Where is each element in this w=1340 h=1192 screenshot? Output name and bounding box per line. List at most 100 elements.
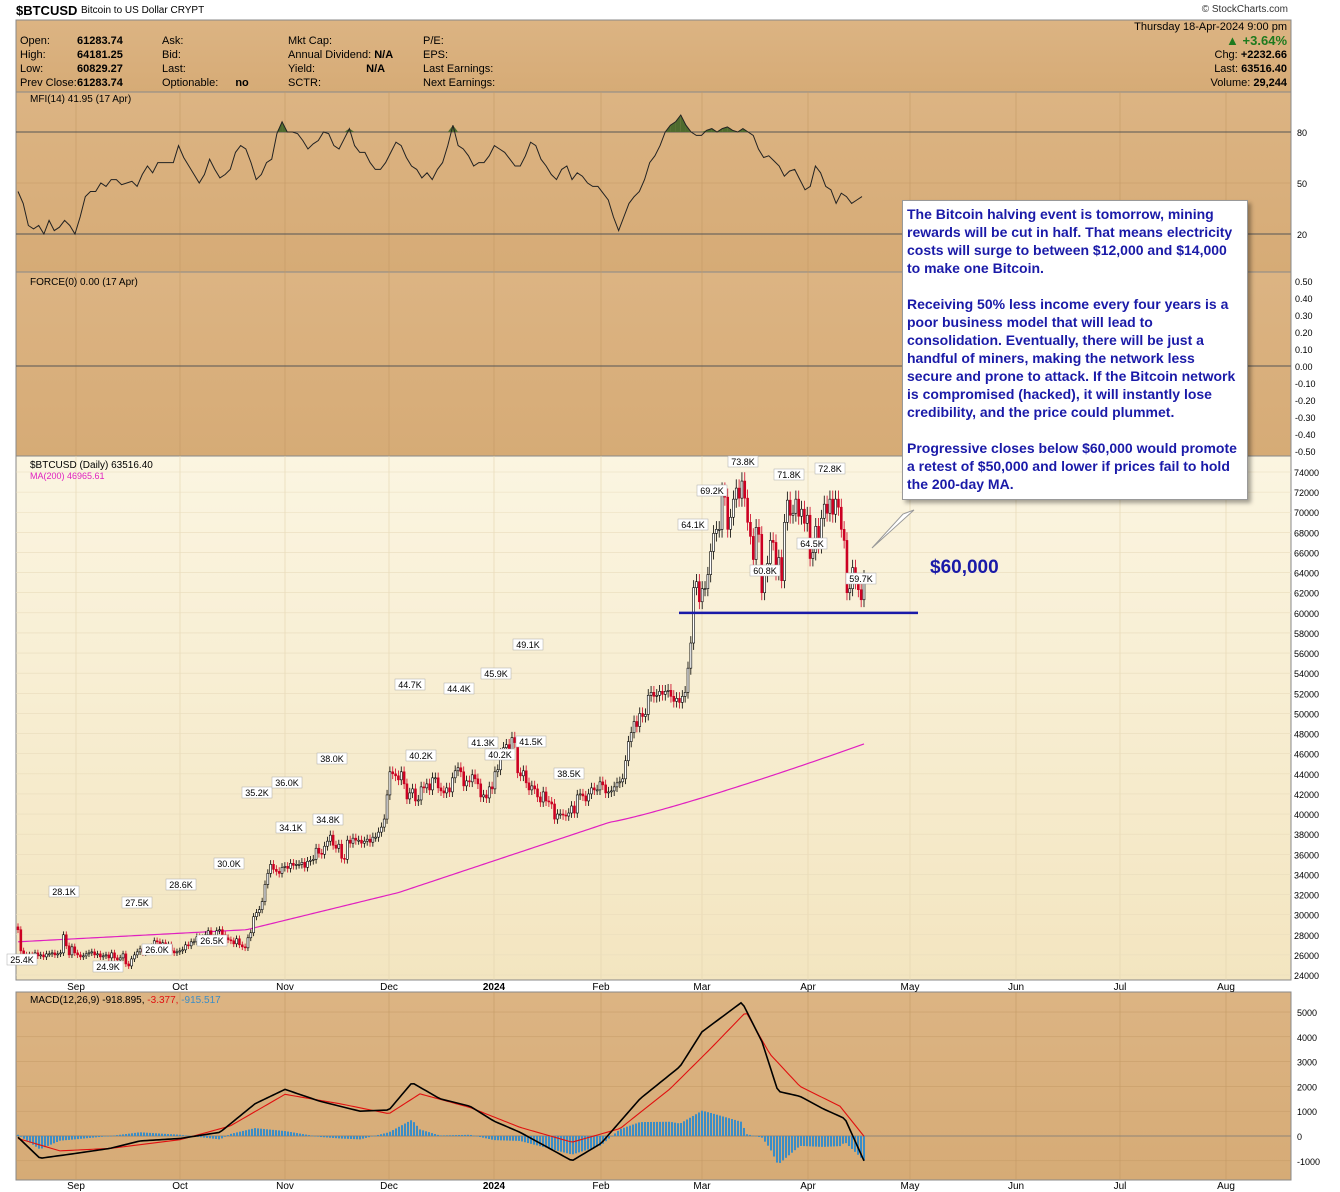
- macd-hist-bar: [680, 1123, 682, 1136]
- candle: [269, 864, 272, 874]
- candle: [252, 916, 255, 934]
- price-label-box: [121, 896, 153, 909]
- candle: [275, 869, 278, 872]
- candle: [743, 480, 747, 499]
- candle: [439, 787, 443, 792]
- macd-hist-bar: [818, 1136, 820, 1147]
- candle: [306, 861, 309, 868]
- candle: [808, 514, 812, 559]
- macd-hist-bar: [458, 1135, 460, 1136]
- candle: [377, 831, 380, 838]
- macd-hist-bar: [146, 1132, 148, 1136]
- price-y-tick: 40000: [1294, 810, 1319, 820]
- x-tick-label: Mar: [693, 982, 711, 993]
- candle: [459, 767, 463, 773]
- candle: [19, 929, 23, 952]
- candle: [311, 859, 315, 861]
- candle: [93, 951, 96, 956]
- candle: [340, 843, 343, 859]
- macd-hist-bar: [149, 1132, 151, 1136]
- candle: [16, 926, 20, 931]
- candle: [564, 814, 568, 817]
- macd-hist-bar: [644, 1122, 646, 1136]
- price-label-box: [512, 638, 544, 651]
- candle: [641, 713, 644, 717]
- macd-hist-bar: [359, 1136, 361, 1140]
- macd-hist-bar: [500, 1136, 502, 1141]
- macd-hist-bar: [560, 1136, 562, 1152]
- macd-title-signal: -3.377,: [147, 995, 178, 1006]
- price-label-box: [467, 736, 499, 749]
- candle: [749, 521, 752, 537]
- macd-hist-bar: [671, 1122, 673, 1136]
- candle: [226, 937, 230, 941]
- macd-hist-bar: [527, 1136, 529, 1144]
- candle: [155, 940, 159, 943]
- candle: [303, 862, 307, 868]
- candle: [428, 783, 431, 791]
- macd-hist-bar: [731, 1119, 733, 1136]
- price-label: 26.5K: [200, 936, 224, 946]
- price-label: 28.1K: [52, 887, 76, 897]
- macd-hist-bar: [608, 1136, 610, 1139]
- macd-hist-bar: [797, 1136, 799, 1148]
- candle: [610, 790, 613, 793]
- callout-pointer: [871, 509, 915, 549]
- candle: [314, 847, 318, 860]
- candle: [479, 783, 483, 798]
- macd-hist-bar: [425, 1131, 427, 1136]
- mfi-y-tick: 20: [1297, 230, 1307, 240]
- macd-hist-bar: [251, 1128, 253, 1136]
- macd-title: MACD(12,26,9) -918.895, -3.377, -915.517: [30, 995, 221, 1006]
- candle: [431, 777, 434, 791]
- stockcharts-logo[interactable]: © StockCharts.com: [1201, 4, 1288, 15]
- macd-hist-bar: [572, 1136, 574, 1155]
- candle: [368, 838, 372, 843]
- macd-hist-bar: [293, 1132, 295, 1136]
- macd-hist-bar: [119, 1134, 121, 1136]
- candle: [391, 771, 395, 775]
- macd-hist-bar: [713, 1113, 715, 1136]
- macd-hist-bar: [743, 1127, 745, 1136]
- candle: [485, 794, 488, 799]
- candle: [672, 696, 676, 702]
- macd-hist-bar: [809, 1136, 811, 1147]
- macd-hist-bar: [683, 1121, 685, 1136]
- macd-hist-bar: [602, 1136, 604, 1144]
- price-y-tick: 46000: [1294, 750, 1319, 760]
- price-y-tick: 32000: [1294, 891, 1319, 901]
- candle: [266, 873, 270, 885]
- x-tick-label: Jul: [1114, 982, 1127, 993]
- price-label: 26.0K: [145, 945, 169, 955]
- macd-hist-bar: [740, 1121, 742, 1136]
- header-panel: [15, 19, 1292, 93]
- macd-hist-bar: [212, 1136, 214, 1139]
- candle: [797, 498, 800, 517]
- macd-hist-bar: [56, 1136, 58, 1142]
- x-tick-label: 2024: [483, 982, 506, 993]
- candle: [371, 836, 375, 843]
- price-label-box: [275, 821, 307, 834]
- price-label-box: [749, 564, 781, 577]
- candle: [87, 952, 91, 955]
- candle: [453, 770, 457, 779]
- price-label: 49.1K: [516, 640, 540, 650]
- macd-hist-bar: [836, 1136, 838, 1147]
- macd-hist-bar: [431, 1133, 433, 1136]
- candle: [64, 934, 68, 947]
- macd-hist-bar: [269, 1129, 271, 1136]
- candle: [601, 781, 605, 786]
- macd-hist-bar: [761, 1136, 763, 1138]
- candle: [76, 952, 79, 956]
- candle: [618, 781, 622, 784]
- macd-hist-bar: [467, 1134, 469, 1136]
- price-y-tick: 36000: [1294, 850, 1319, 860]
- candle: [334, 844, 338, 849]
- candle: [255, 912, 258, 917]
- macd-hist-bar: [833, 1136, 835, 1147]
- candle: [101, 955, 105, 958]
- candle: [717, 529, 721, 531]
- force-y-tick: 0.30: [1295, 311, 1313, 321]
- x-tick-label: Oct: [172, 982, 188, 993]
